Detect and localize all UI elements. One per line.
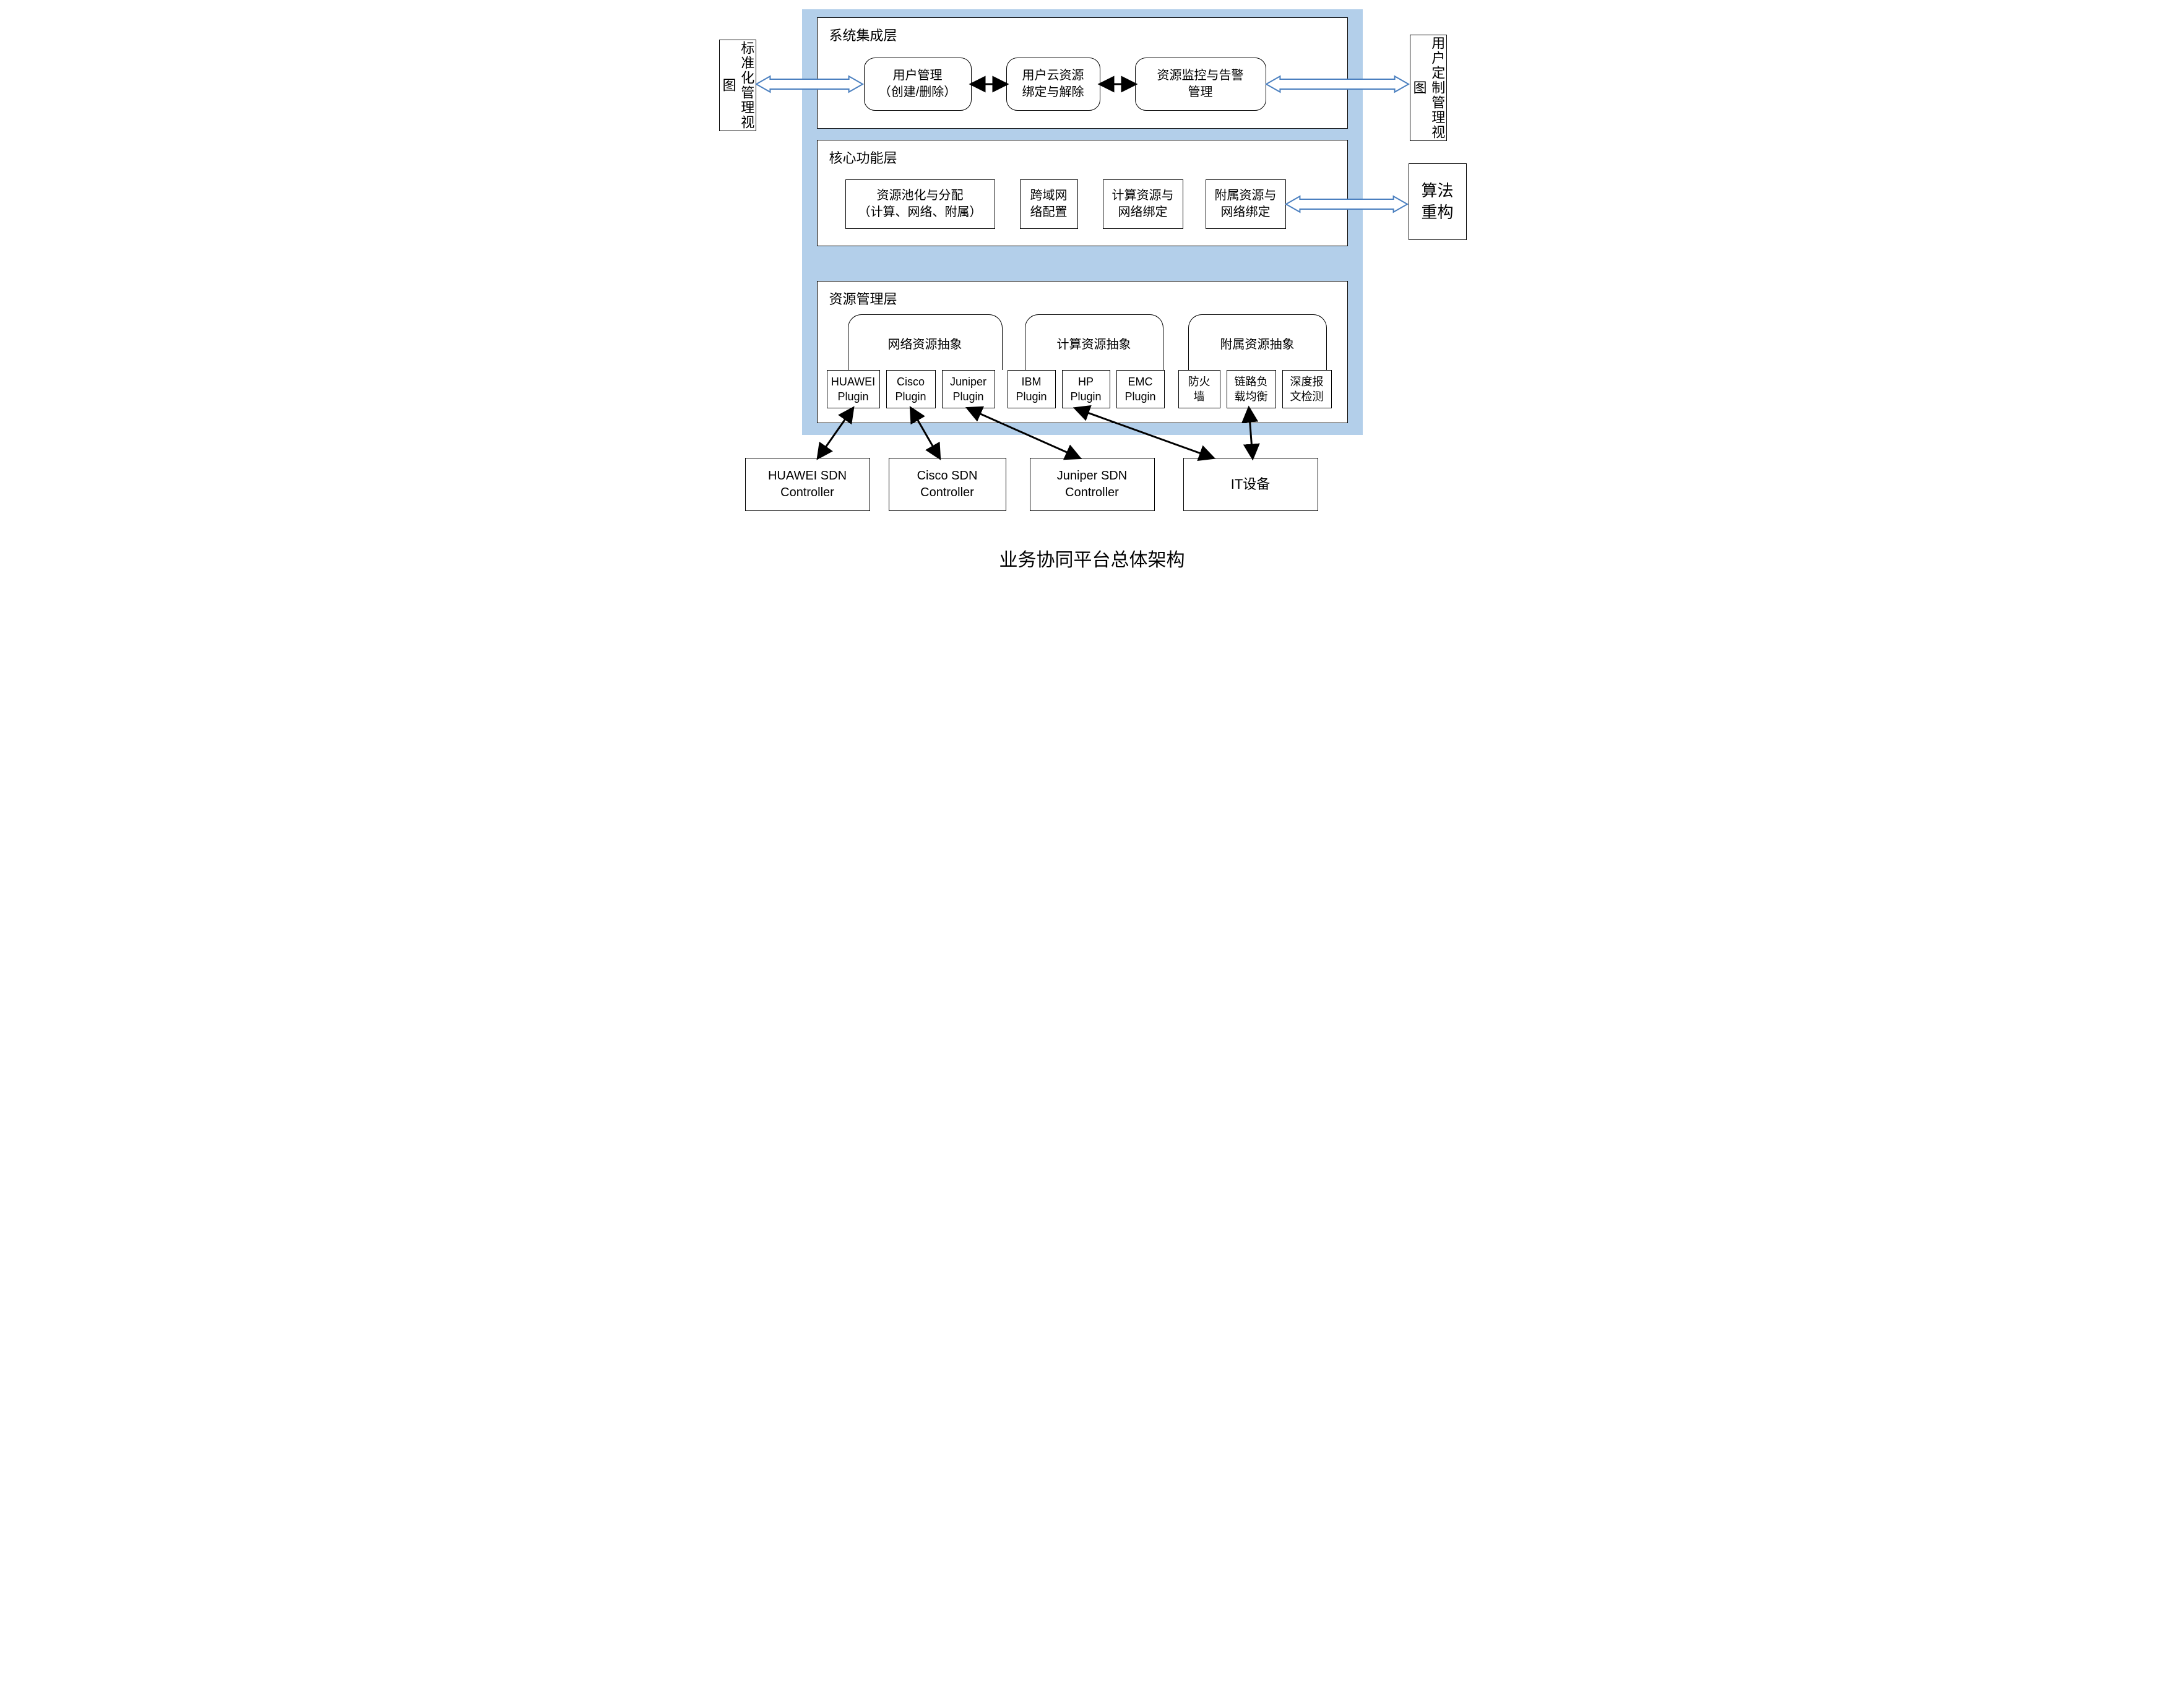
group-attach-abs-label: 附属资源抽象 [1188, 334, 1327, 352]
side-algo-reconf: 算法重构 [1409, 163, 1467, 240]
side-label: 用户定制管理视图 [1410, 35, 1446, 140]
node-compute-bind: 计算资源与网络绑定 [1103, 179, 1183, 229]
ctrl-label: IT设备 [1231, 475, 1271, 494]
ctrl-label: HUAWEI SDNController [768, 468, 847, 501]
plugin-huawei: HUAWEIPlugin [827, 370, 880, 408]
plugin-emc: EMCPlugin [1116, 370, 1165, 408]
ctrl-huawei: HUAWEI SDNController [745, 458, 870, 511]
plugin-label: IBMPlugin [1016, 374, 1047, 405]
layer-integration-title: 系统集成层 [829, 25, 897, 45]
plugin-loadbal: 链路负载均衡 [1227, 370, 1276, 408]
plugin-label: EMCPlugin [1124, 374, 1155, 405]
ctrl-cisco: Cisco SDNController [889, 458, 1006, 511]
plugin-label: CiscoPlugin [895, 374, 926, 405]
node-label: 计算资源与网络绑定 [1112, 187, 1174, 221]
node-user-mgmt: 用户管理（创建/删除） [864, 58, 972, 111]
side-label: 标准化管理视图 [719, 40, 756, 131]
plugin-label: 深度报文检测 [1290, 374, 1324, 405]
plugin-label: 链路负载均衡 [1235, 374, 1268, 405]
node-pooling: 资源池化与分配（计算、网络、附属） [845, 179, 995, 229]
node-label: 附属资源与网络绑定 [1215, 187, 1277, 221]
plugin-firewall: 防火墙 [1178, 370, 1220, 408]
node-alarm-mgmt: 资源监控与告警管理 [1135, 58, 1266, 111]
node-label: 用户管理（创建/删除） [879, 67, 957, 101]
ctrl-juniper: Juniper SDNController [1030, 458, 1155, 511]
node-cloud-bind: 用户云资源绑定与解除 [1006, 58, 1100, 111]
ctrl-it-dev: IT设备 [1183, 458, 1318, 511]
plugin-hp: HPPlugin [1062, 370, 1110, 408]
layer-resource-title: 资源管理层 [829, 288, 897, 308]
diagram-title: 业务协同平台总体架构 [710, 544, 1474, 572]
node-cross-net: 跨域网络配置 [1020, 179, 1078, 229]
node-label: 资源监控与告警管理 [1157, 67, 1244, 101]
plugin-juniper: JuniperPlugin [942, 370, 995, 408]
side-std-view: 标准化管理视图 [719, 40, 756, 131]
node-attach-bind: 附属资源与网络绑定 [1206, 179, 1286, 229]
plugin-dpi: 深度报文检测 [1282, 370, 1332, 408]
ctrl-label: Cisco SDNController [917, 468, 978, 501]
plugin-label: JuniperPlugin [950, 374, 986, 405]
plugin-label: HUAWEIPlugin [831, 374, 875, 405]
node-label: 用户云资源绑定与解除 [1022, 67, 1084, 101]
plugin-cisco: CiscoPlugin [886, 370, 936, 408]
plugin-label: 防火墙 [1188, 374, 1211, 405]
side-custom-view: 用户定制管理视图 [1410, 35, 1447, 141]
side-label: 算法重构 [1421, 180, 1453, 223]
node-label: 资源池化与分配（计算、网络、附属） [858, 187, 982, 221]
group-net-abs-label: 网络资源抽象 [848, 334, 1003, 352]
plugin-label: HPPlugin [1070, 374, 1101, 405]
group-compute-abs-label: 计算资源抽象 [1025, 334, 1163, 352]
layer-core-title: 核心功能层 [829, 147, 897, 167]
ctrl-label: Juniper SDNController [1057, 468, 1127, 501]
plugin-ibm: IBMPlugin [1008, 370, 1056, 408]
node-label: 跨域网络配置 [1030, 187, 1068, 221]
